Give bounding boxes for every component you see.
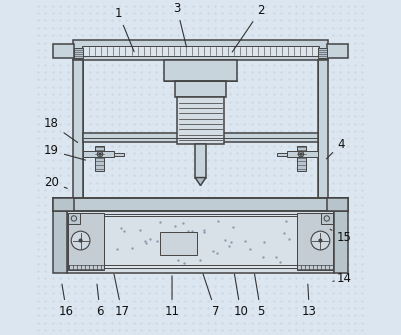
Bar bbox=[95, 146, 104, 171]
Text: 3: 3 bbox=[173, 2, 186, 47]
Bar bbox=[81, 46, 320, 56]
Bar bbox=[327, 44, 348, 58]
Text: 17: 17 bbox=[114, 274, 129, 318]
Text: 4: 4 bbox=[326, 138, 345, 159]
Text: 19: 19 bbox=[44, 144, 85, 160]
Text: 10: 10 bbox=[233, 274, 248, 318]
Bar bbox=[53, 198, 348, 211]
Bar bbox=[73, 214, 328, 268]
Text: 6: 6 bbox=[96, 284, 104, 318]
Bar bbox=[321, 213, 333, 224]
Text: 14: 14 bbox=[333, 272, 352, 284]
Bar bbox=[160, 232, 197, 255]
Bar bbox=[83, 151, 114, 157]
Text: 18: 18 bbox=[44, 118, 78, 142]
Bar bbox=[73, 40, 328, 60]
Bar bbox=[297, 265, 333, 269]
Bar bbox=[318, 60, 328, 201]
Bar bbox=[73, 60, 83, 201]
Polygon shape bbox=[195, 178, 206, 186]
Bar bbox=[104, 216, 297, 265]
Circle shape bbox=[319, 239, 322, 242]
Bar bbox=[74, 48, 83, 58]
Circle shape bbox=[71, 231, 90, 250]
Bar bbox=[164, 60, 237, 81]
Bar bbox=[177, 96, 224, 144]
Bar bbox=[69, 265, 104, 269]
Circle shape bbox=[300, 153, 302, 155]
Bar bbox=[327, 198, 348, 211]
Text: 1: 1 bbox=[115, 7, 134, 52]
Text: 13: 13 bbox=[302, 284, 317, 318]
Text: 2: 2 bbox=[232, 4, 265, 52]
Text: 20: 20 bbox=[44, 176, 67, 189]
Bar bbox=[68, 213, 80, 224]
Circle shape bbox=[79, 239, 82, 242]
Bar bbox=[297, 146, 306, 171]
Text: 7: 7 bbox=[203, 274, 219, 318]
Circle shape bbox=[99, 153, 101, 155]
Bar bbox=[53, 210, 67, 273]
Text: 15: 15 bbox=[330, 229, 352, 244]
Bar bbox=[53, 44, 74, 58]
Circle shape bbox=[311, 231, 330, 250]
Text: 16: 16 bbox=[59, 284, 74, 318]
Bar bbox=[68, 213, 104, 270]
Bar bbox=[195, 144, 206, 178]
Bar bbox=[318, 48, 327, 58]
Bar bbox=[175, 81, 226, 97]
Bar bbox=[277, 153, 287, 156]
Bar bbox=[287, 151, 318, 157]
Bar bbox=[334, 210, 348, 273]
Bar bbox=[297, 213, 333, 270]
Text: 5: 5 bbox=[255, 274, 265, 318]
Bar bbox=[83, 133, 318, 142]
Bar bbox=[53, 198, 74, 211]
Text: 11: 11 bbox=[164, 276, 180, 318]
Bar bbox=[67, 210, 334, 273]
Bar bbox=[114, 153, 124, 156]
